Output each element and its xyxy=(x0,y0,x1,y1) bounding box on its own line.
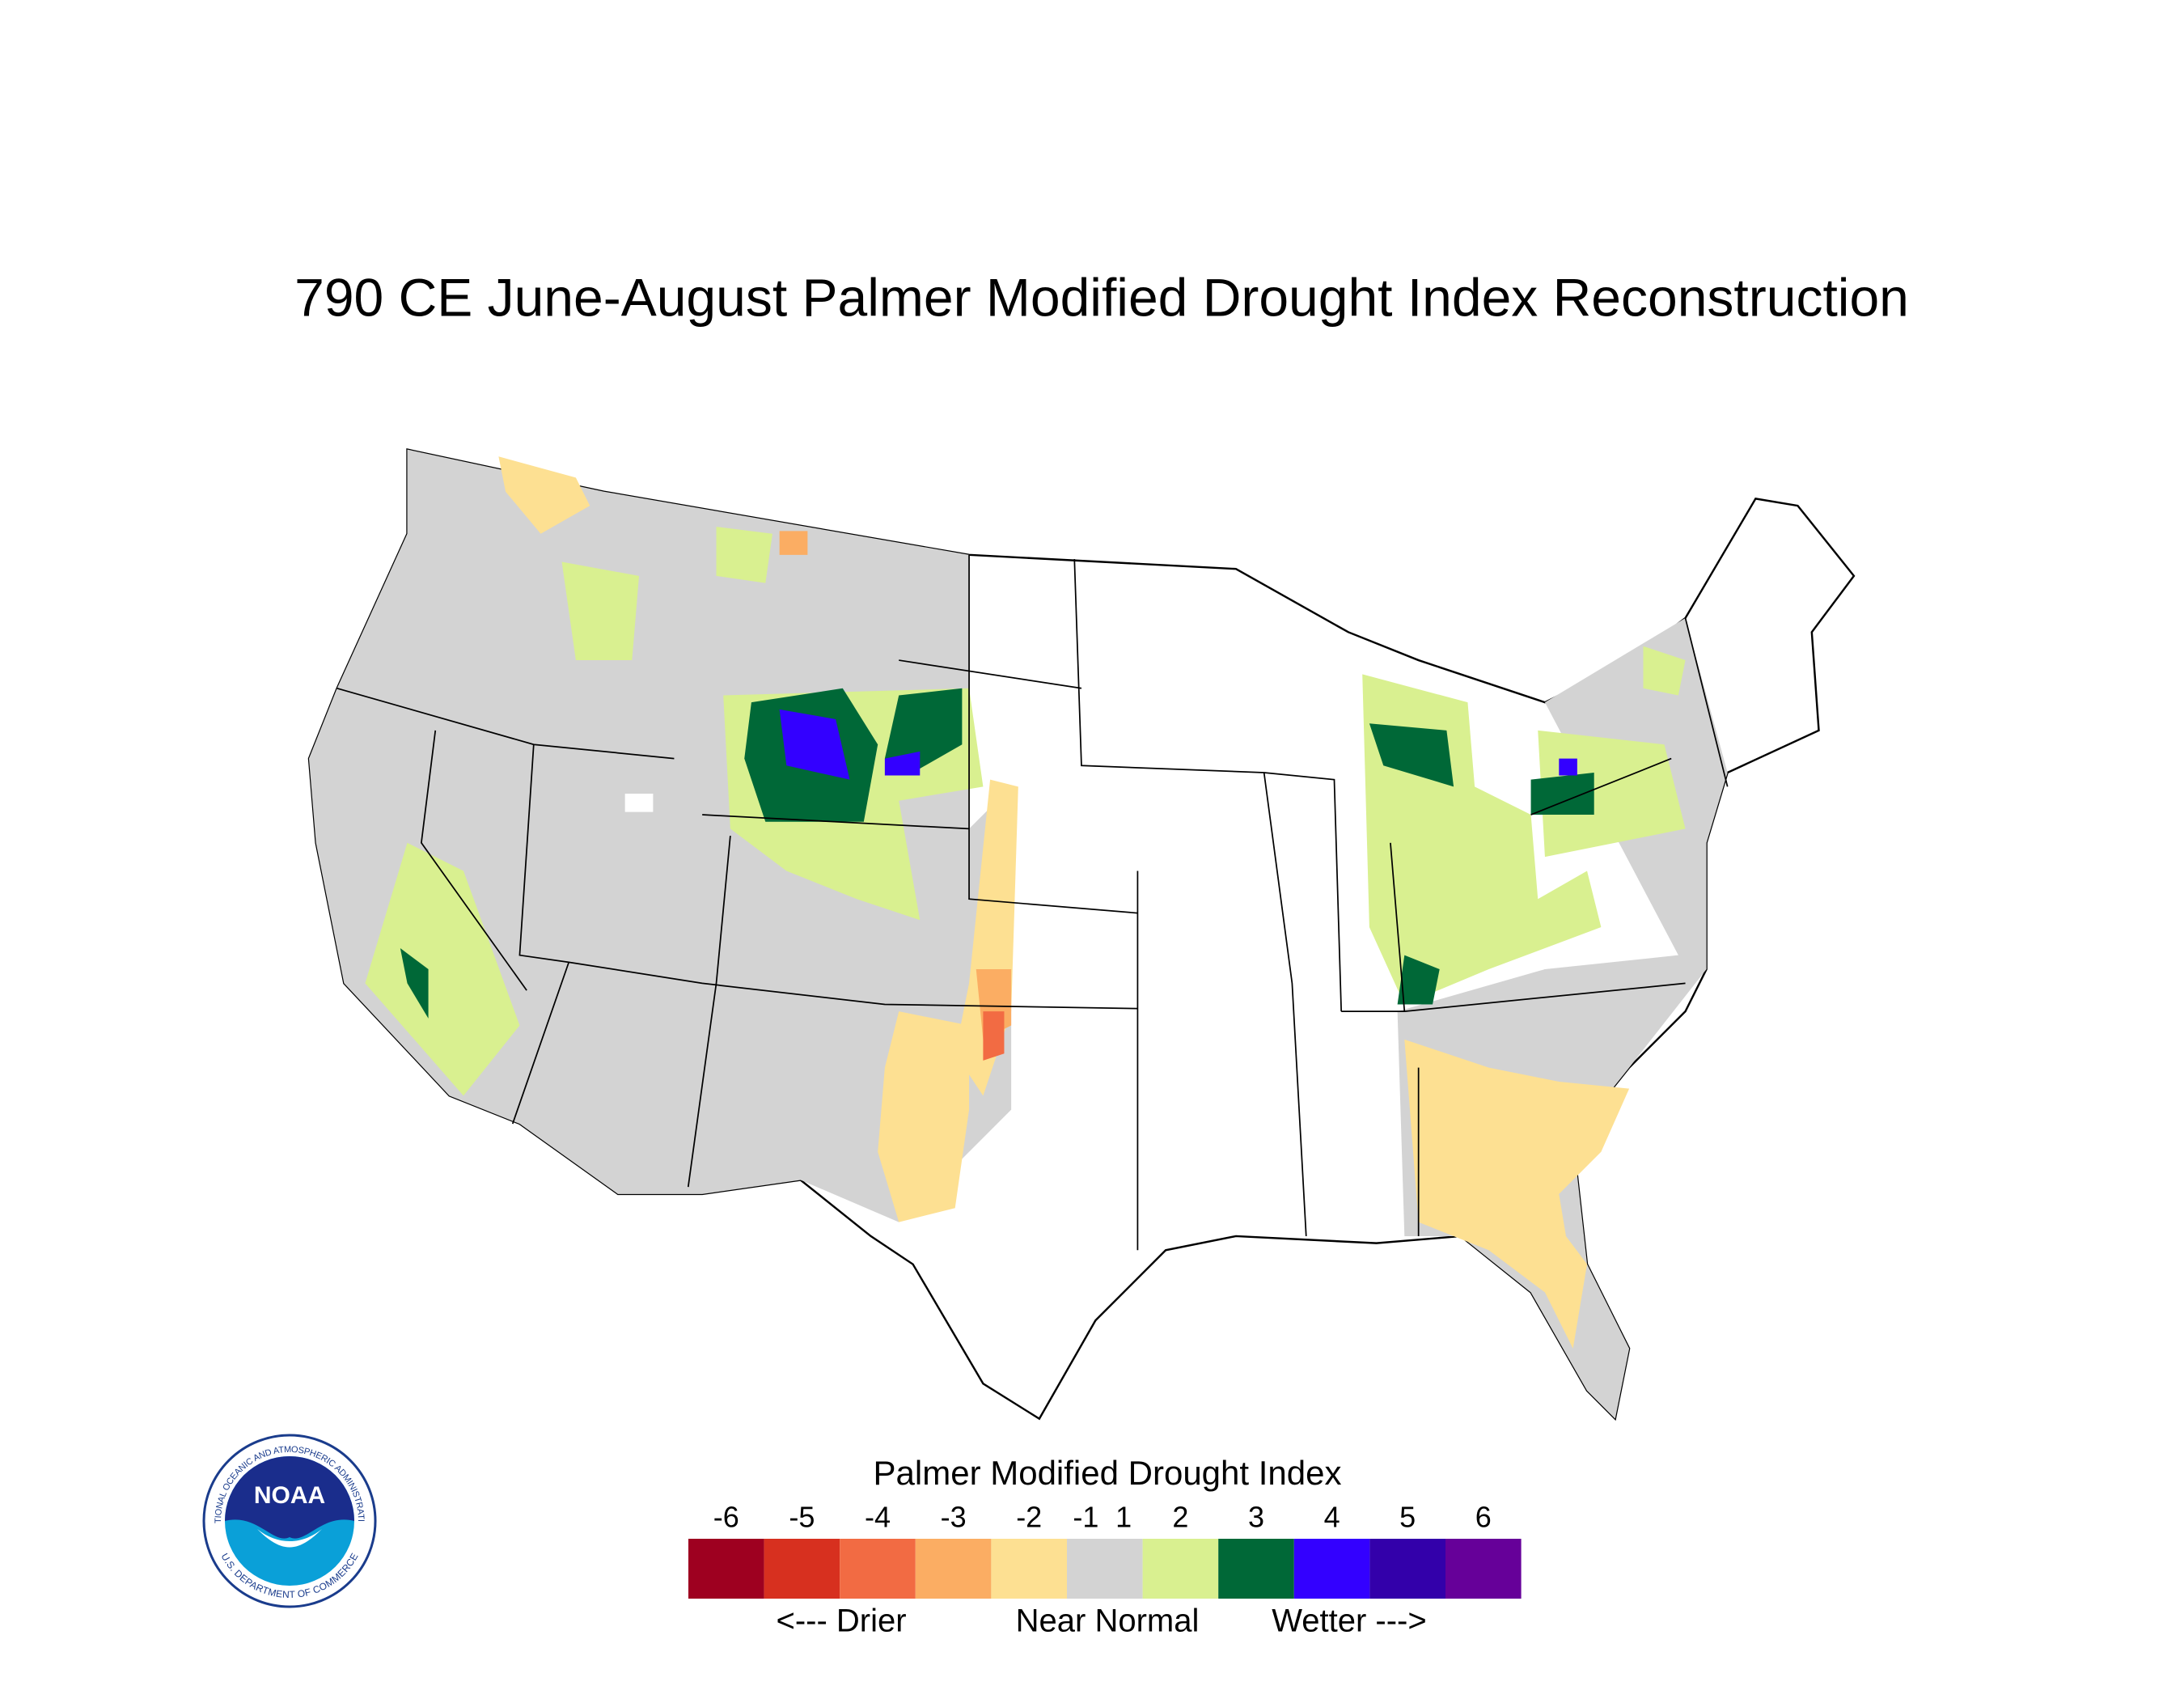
legend-tick-label: 3 xyxy=(1248,1501,1264,1534)
map-region xyxy=(624,794,654,812)
legend-tick-label: 5 xyxy=(1399,1501,1416,1534)
legend-tick-label: 6 xyxy=(1475,1501,1492,1534)
legend-swatch xyxy=(840,1539,916,1599)
legend-tick-label: -2 xyxy=(1016,1501,1042,1534)
us-map xyxy=(307,448,1856,1421)
map-region xyxy=(1404,1039,1630,1349)
legend-swatch xyxy=(1218,1539,1294,1599)
state-borders xyxy=(336,554,1729,1251)
map-region xyxy=(779,709,850,780)
legend-caption: Near Normal xyxy=(1016,1603,1200,1639)
legend-tick-label: -4 xyxy=(865,1501,891,1534)
legend-caption: Wetter ---> xyxy=(1272,1603,1427,1639)
legend-title: Palmer Modified Drought Index xyxy=(874,1454,1342,1492)
map-patches xyxy=(308,449,1728,1419)
legend-tick-label: -3 xyxy=(941,1501,967,1534)
map-region xyxy=(1530,772,1594,815)
map-region xyxy=(779,531,808,555)
legend-swatch xyxy=(1142,1539,1219,1599)
map-region xyxy=(561,561,640,661)
map-region xyxy=(884,751,921,776)
legend-tick-label: -5 xyxy=(789,1501,815,1534)
map-region xyxy=(400,948,429,1019)
legend-tick-label: 2 xyxy=(1172,1501,1188,1534)
legend-swatch xyxy=(1293,1539,1370,1599)
logo-bird xyxy=(257,1529,322,1548)
map-region xyxy=(884,688,963,773)
legend-tick-label: 1 xyxy=(1115,1501,1132,1534)
noaa-logo: NOAA NATIONAL OCEANIC AND ATMOSPHERIC AD… xyxy=(202,1434,377,1608)
logo-sky xyxy=(225,1456,354,1539)
map-region xyxy=(1369,723,1454,787)
map-region xyxy=(1643,646,1686,696)
legend-tick-label: 4 xyxy=(1324,1501,1340,1534)
legend-swatch xyxy=(1369,1539,1445,1599)
map-region xyxy=(716,527,772,583)
legend: Palmer Modified Drought Index -6 -5 -4 -3 -2… xyxy=(688,1454,1522,1639)
legend-tick-label: -1 xyxy=(1073,1501,1098,1534)
legend-swatch xyxy=(991,1539,1067,1599)
logo-text: NOAA xyxy=(254,1482,325,1509)
map-region xyxy=(498,456,590,534)
legend-swatch xyxy=(688,1539,764,1599)
legend-swatch xyxy=(1067,1539,1143,1599)
map-region xyxy=(365,842,520,1096)
map-region xyxy=(878,1011,970,1222)
legend-swatch xyxy=(1445,1539,1522,1599)
title: 790 CE June-August Palmer Modified Droug… xyxy=(294,267,1909,327)
legend-caption: <--- Drier xyxy=(776,1603,906,1639)
map-region xyxy=(1559,758,1577,776)
map-region xyxy=(983,1011,1005,1061)
legend-tick-label: -6 xyxy=(713,1501,739,1534)
legend-swatch xyxy=(764,1539,840,1599)
legend-swatch xyxy=(915,1539,992,1599)
map-region xyxy=(1397,955,1440,1005)
